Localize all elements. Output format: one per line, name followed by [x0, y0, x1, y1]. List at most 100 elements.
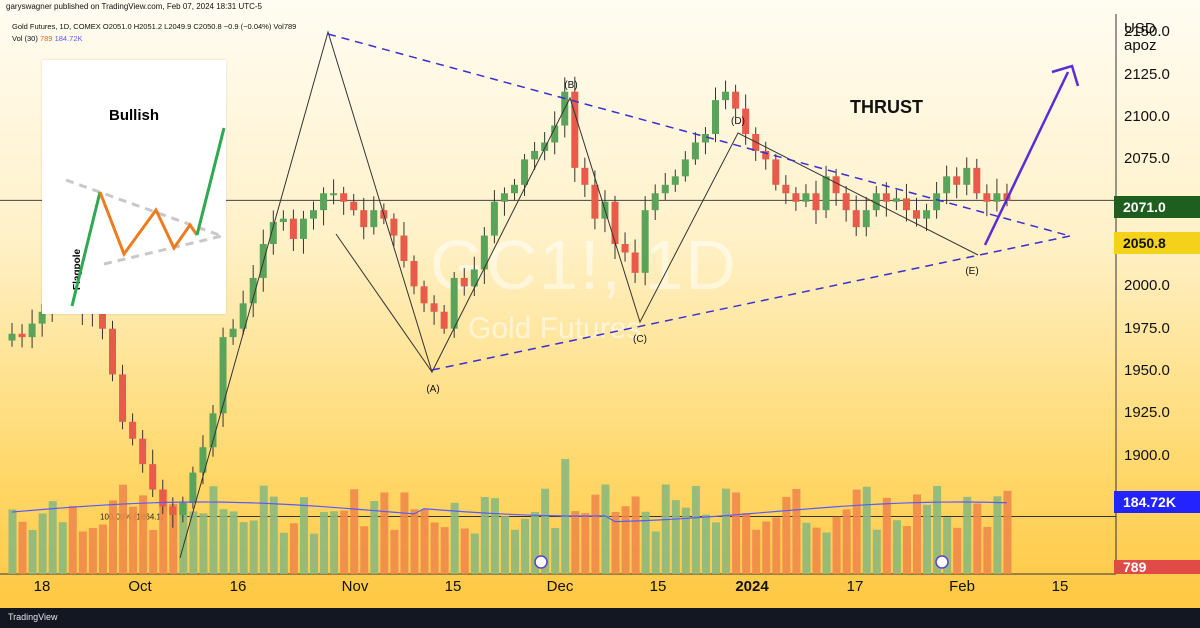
ohlc-legend[interactable]: Gold Futures, 1D, COMEX O2051.0 H2051.2 …	[12, 22, 297, 31]
volume-bar	[892, 520, 901, 574]
volume-bar	[752, 529, 761, 574]
volume-bar	[430, 522, 439, 574]
volume-bar	[68, 505, 77, 574]
volume-bar	[701, 514, 710, 574]
volume-bar	[902, 526, 911, 574]
volume-bar	[913, 494, 921, 574]
candle-body	[420, 286, 428, 304]
volume-bar	[209, 486, 218, 574]
volume-bar	[480, 497, 489, 574]
volume-bar	[289, 523, 298, 574]
candle-body	[782, 184, 790, 194]
inset-title: Bullish	[108, 107, 159, 124]
candle-body	[269, 222, 277, 245]
price-tick: 2150.0	[1124, 23, 1170, 41]
volume-bar	[571, 511, 580, 574]
volume-bar	[38, 513, 47, 574]
volume-bar	[58, 522, 67, 574]
volume-bar	[360, 526, 369, 574]
candle-body	[460, 277, 468, 287]
candle-body	[832, 176, 840, 194]
price-tick: 2125.0	[1124, 65, 1170, 83]
candle-body	[229, 328, 237, 338]
volume-bar	[350, 489, 359, 574]
candle-body	[440, 311, 448, 329]
candle-body	[872, 193, 880, 211]
candle-body	[360, 210, 368, 228]
volume-bar	[98, 524, 107, 574]
price-tick: 1900.0	[1124, 446, 1170, 464]
volume-bar	[551, 527, 560, 574]
volume-bar	[440, 527, 449, 574]
volume-bar	[621, 506, 630, 574]
volume-bar	[299, 497, 308, 574]
volume-bar	[762, 521, 771, 574]
candle-body	[28, 323, 36, 338]
price-label-high: 2071.0	[1114, 196, 1200, 218]
candle-body	[330, 193, 338, 196]
volume-bar	[380, 492, 389, 574]
volume-bar	[681, 507, 690, 574]
candle-body	[802, 193, 810, 202]
volume-bar	[109, 500, 117, 574]
volume-bars	[8, 459, 1012, 574]
currency-label[interactable]: USD apoz	[1124, 20, 1157, 54]
event-marker	[935, 555, 949, 569]
volume-bar	[651, 531, 660, 574]
candle-body	[722, 91, 730, 101]
volume-bar	[993, 496, 1002, 574]
volume-bar	[18, 521, 27, 574]
candle-body	[400, 235, 408, 261]
volume-bar	[239, 522, 248, 574]
currency-code: USD	[1124, 20, 1156, 37]
volume-bar	[259, 485, 268, 574]
tradingview-logo[interactable]: TradingView	[8, 612, 58, 622]
candle-body	[299, 218, 307, 239]
volume-legend[interactable]: Vol (30) 789 184.72K	[12, 34, 83, 43]
volume-bar	[500, 516, 509, 574]
candle-body	[531, 150, 539, 160]
volume-bar	[340, 510, 349, 574]
candle-body	[611, 201, 619, 245]
pennant-lower-line	[103, 234, 223, 266]
candle-body	[651, 193, 659, 211]
candle-body	[762, 150, 770, 160]
wave-label: (E)	[965, 266, 978, 277]
wave-label: (C)	[633, 334, 647, 345]
candle-body	[812, 193, 820, 211]
candle-body	[993, 193, 1001, 202]
time-tick: Dec	[546, 578, 574, 595]
candle-body	[98, 311, 106, 329]
triangle-upper-line	[327, 33, 1071, 237]
volume-bar	[641, 511, 650, 574]
volume-bar	[531, 512, 540, 574]
candle-body	[490, 201, 498, 236]
candle-body	[671, 176, 679, 185]
volume-bar	[792, 488, 801, 574]
candle-body	[691, 142, 699, 160]
candle-body	[591, 184, 599, 219]
time-tick: 15	[444, 578, 462, 595]
volume-bar	[872, 529, 881, 574]
volume-bar	[169, 503, 178, 574]
volume-legend-ma: 184.72K	[54, 34, 83, 43]
volume-bar	[772, 517, 781, 574]
candle-body	[712, 100, 719, 135]
volume-bar	[78, 531, 87, 574]
volume-bar	[842, 509, 851, 574]
publisher-line: garyswagner published on TradingView.com…	[6, 2, 263, 11]
volume-bar	[631, 496, 640, 574]
volume-bar	[923, 504, 932, 574]
candle-body	[119, 374, 127, 422]
volume-bar	[249, 520, 258, 574]
volume-bar	[802, 522, 811, 574]
candle-body	[249, 277, 257, 304]
candle-body	[470, 269, 478, 287]
time-tick: Nov	[341, 578, 369, 595]
candle-body	[430, 303, 438, 312]
candle-body	[902, 198, 910, 211]
volume-bar	[732, 492, 741, 574]
price-tick: 1975.0	[1124, 319, 1170, 337]
price-tick: 2075.0	[1124, 150, 1170, 168]
